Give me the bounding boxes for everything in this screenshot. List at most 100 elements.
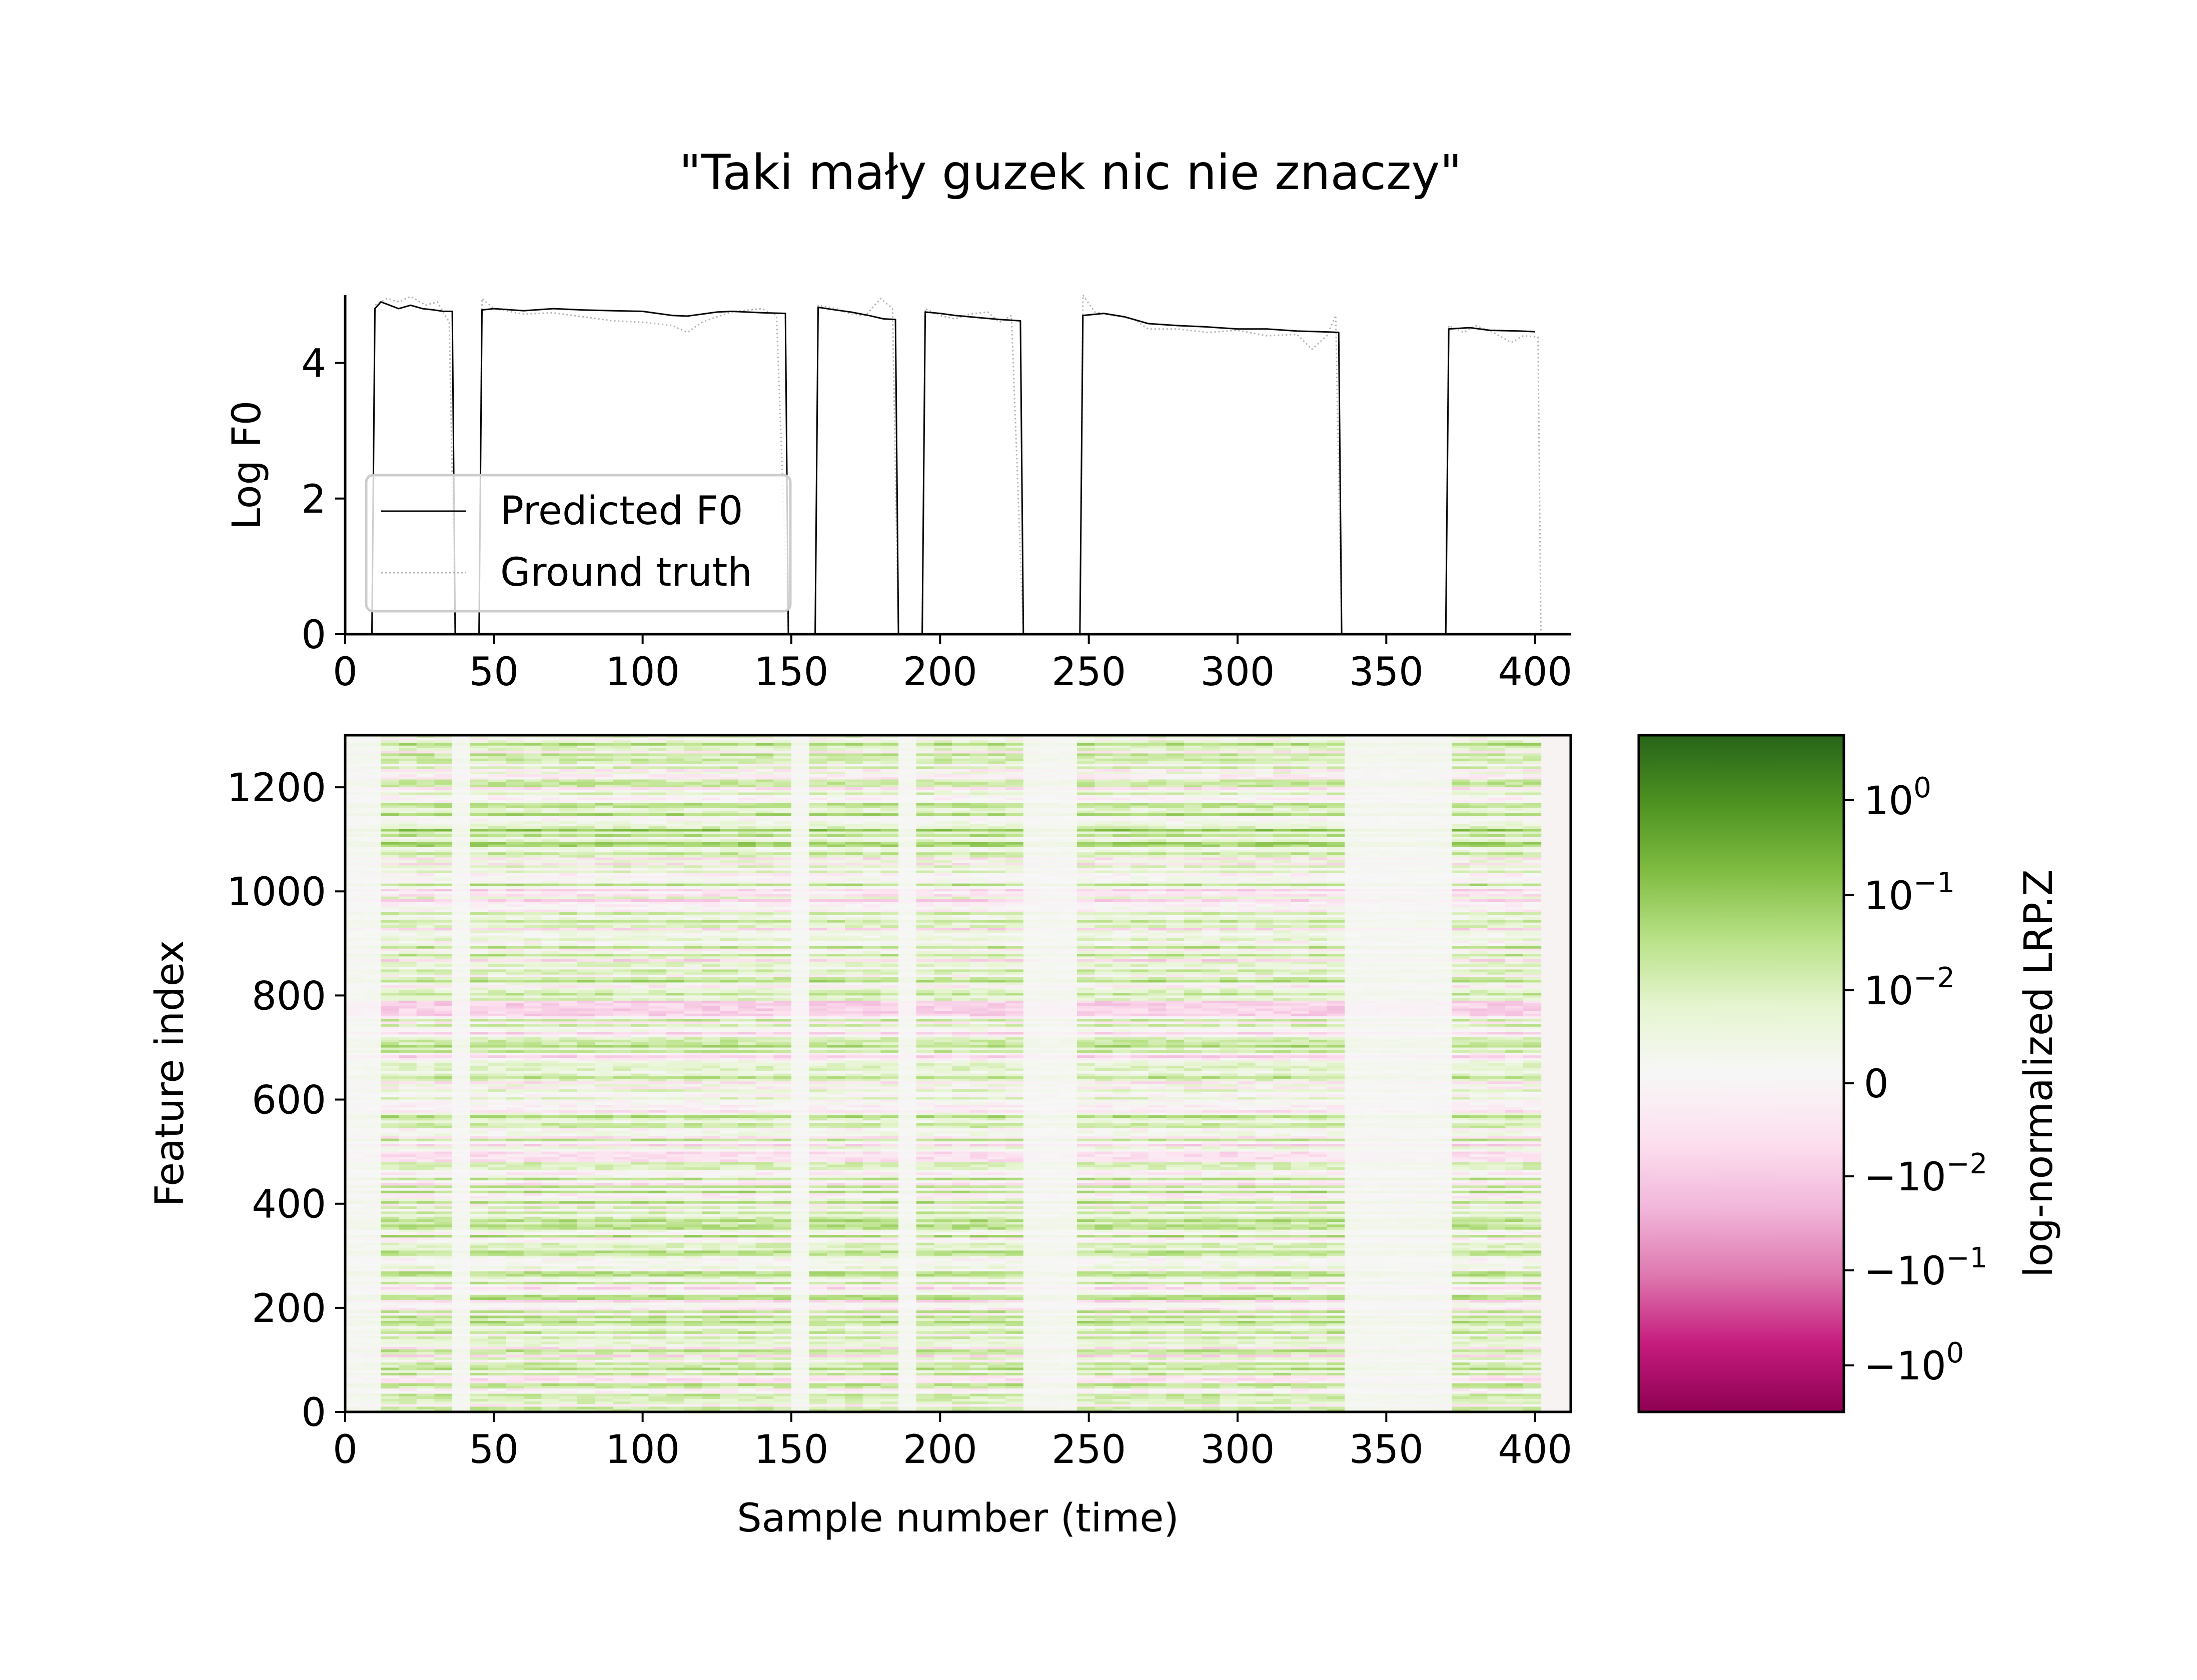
heatmap-cell — [488, 1172, 506, 1175]
heatmap-cell — [488, 1287, 506, 1290]
heatmap-cell — [666, 1393, 685, 1397]
heatmap-cell — [345, 1045, 364, 1048]
heatmap-cell — [648, 878, 667, 881]
heatmap-cell — [595, 1149, 613, 1152]
heatmap-cell — [416, 821, 435, 824]
heatmap-cell — [434, 1383, 453, 1386]
heatmap-cell — [416, 891, 435, 894]
heatmap-cell — [363, 1011, 381, 1014]
heatmap-cell — [399, 1094, 417, 1097]
heatmap-cell — [345, 1318, 364, 1321]
heatmap-cell — [613, 1154, 631, 1157]
heatmap-cell — [523, 1341, 542, 1345]
heatmap-cell — [595, 998, 613, 1001]
heatmap-cell — [541, 1084, 560, 1087]
heatmap-cell — [595, 1206, 613, 1209]
heatmap-cell — [630, 753, 649, 757]
heatmap-cell — [559, 1352, 578, 1355]
heatmap-cell — [345, 766, 364, 770]
heatmap-cell — [541, 1302, 560, 1306]
heatmap-cell — [613, 1401, 631, 1404]
heatmap-cell — [416, 928, 435, 931]
heatmap-cell — [345, 1305, 364, 1308]
heatmap-cell — [381, 938, 399, 941]
heatmap-cell — [416, 800, 435, 803]
heatmap-cell — [630, 1089, 649, 1092]
heatmap-cell — [666, 1055, 685, 1058]
heatmap-cell — [541, 946, 560, 949]
heatmap-cell — [577, 1336, 596, 1339]
heatmap-cell — [381, 1315, 399, 1319]
heatmap-cell — [434, 1162, 453, 1165]
heatmap-cell — [452, 1365, 471, 1368]
heatmap-cell — [506, 1104, 524, 1108]
heatmap-cell — [345, 735, 364, 738]
heatmap-cell — [345, 1383, 364, 1386]
heatmap-cell — [345, 1372, 364, 1376]
heatmap-cell — [559, 1240, 578, 1243]
heatmap-cell — [595, 1404, 613, 1407]
heatmap-cell — [666, 1000, 685, 1004]
heatmap-cell — [523, 1393, 542, 1397]
heatmap-cell — [488, 850, 506, 853]
heatmap-cell — [666, 941, 685, 944]
heatmap-cell — [506, 1107, 524, 1110]
heatmap-cell — [381, 1404, 399, 1407]
heatmap-cell — [595, 1118, 613, 1121]
f0-x-tick-label: 0 — [333, 650, 358, 695]
heatmap-cell — [345, 1328, 364, 1332]
heatmap-cell — [345, 868, 364, 871]
heatmap-cell — [381, 1253, 399, 1256]
heatmap-cell — [541, 1063, 560, 1066]
heatmap-cell — [541, 1128, 560, 1131]
heatmap-cell — [452, 1073, 471, 1077]
heatmap-cell — [630, 1320, 649, 1324]
heatmap-cell — [416, 1144, 435, 1147]
heatmap-cell — [630, 745, 649, 749]
heatmap-cell — [666, 1328, 685, 1332]
heatmap-cell — [630, 1310, 649, 1313]
heatmap-cell — [434, 1409, 453, 1412]
heatmap-cell — [595, 1198, 613, 1202]
heatmap-cell — [613, 1089, 631, 1092]
heatmap-cell — [613, 959, 631, 962]
heatmap-cell — [523, 1229, 542, 1233]
heatmap-cell — [399, 1084, 417, 1087]
heatmap-cell — [559, 938, 578, 941]
heatmap-cell — [577, 1146, 596, 1149]
heatmap-cell — [577, 959, 596, 962]
heatmap-cell — [506, 818, 524, 822]
heatmap-cell — [381, 1164, 399, 1168]
heatmap-cell — [541, 1065, 560, 1069]
heatmap-cell — [523, 1144, 542, 1147]
heatmap-cell — [666, 1099, 685, 1103]
heatmap-cell — [613, 758, 631, 762]
heatmap-cell — [559, 990, 578, 993]
heatmap-cell — [684, 738, 703, 741]
heatmap-cell — [363, 889, 381, 892]
heatmap-cell — [381, 818, 399, 822]
heatmap-cell — [399, 1157, 417, 1160]
heatmap-cell — [470, 1216, 489, 1220]
heatmap-cell — [506, 1375, 524, 1378]
heatmap-cell — [470, 1078, 489, 1082]
heatmap-cell — [470, 1279, 489, 1282]
heatmap-cell — [416, 1240, 435, 1243]
heatmap-cell — [523, 1281, 542, 1285]
heatmap-cell — [523, 1133, 542, 1136]
heatmap-cell — [666, 1170, 685, 1173]
heatmap-cell — [345, 870, 364, 874]
heatmap-cell — [452, 837, 471, 840]
heatmap-cell — [666, 1222, 685, 1225]
heatmap-cell — [577, 1354, 596, 1358]
heatmap-cell — [613, 977, 631, 980]
heatmap-cell — [648, 1224, 667, 1228]
heatmap-cell — [648, 740, 667, 744]
heatmap-cell — [345, 1081, 364, 1084]
heatmap-cell — [470, 1115, 489, 1118]
heatmap-cell — [577, 1268, 596, 1272]
heatmap-cell — [541, 1042, 560, 1045]
heatmap-cell — [363, 1107, 381, 1110]
heatmap-cell — [541, 805, 560, 809]
heatmap-cell — [613, 1318, 631, 1321]
